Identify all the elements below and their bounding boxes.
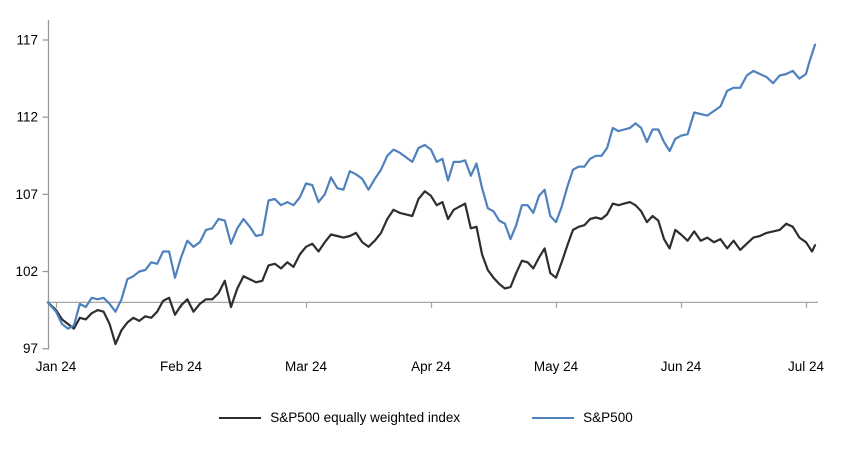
y-tick-label: 117 (16, 33, 38, 48)
legend-item-equal-weight: S&P500 equally weighted index (219, 411, 460, 425)
equal-weight-line-icon (219, 416, 262, 419)
equal-weight-series-line (46, 190, 817, 346)
y-tick-label: 107 (15, 187, 38, 202)
x-tick-label: Mar 24 (285, 359, 328, 374)
sp500-line-icon (532, 416, 575, 419)
y-tick-label: 112 (16, 110, 38, 125)
y-tick-label: 97 (23, 341, 38, 356)
chart-legend: S&P500 equally weighted index S&P500 (0, 411, 852, 425)
x-tick-label: Jun 24 (661, 359, 702, 374)
legend-item-sp500: S&P500 (532, 411, 633, 425)
y-axis: 97 102 107 112 117 (15, 20, 50, 356)
x-tick-label: Apr 24 (411, 359, 451, 374)
x-tick-label: Jul 24 (788, 359, 825, 374)
x-axis-baseline (48, 301, 818, 308)
legend-label-equal-weight: S&P500 equally weighted index (270, 410, 461, 425)
x-tick-label: May 24 (534, 359, 579, 374)
sp500-series-line (46, 43, 817, 330)
y-tick-label: 102 (15, 264, 38, 279)
x-axis-labels: Jan 24 Feb 24 Mar 24 Apr 24 May 24 Jun 24 Jul … (36, 359, 825, 374)
legend-label-sp500: S&P500 (583, 410, 633, 425)
x-tick-label: Jan 24 (36, 359, 77, 374)
x-tick-label: Feb 24 (160, 359, 203, 374)
